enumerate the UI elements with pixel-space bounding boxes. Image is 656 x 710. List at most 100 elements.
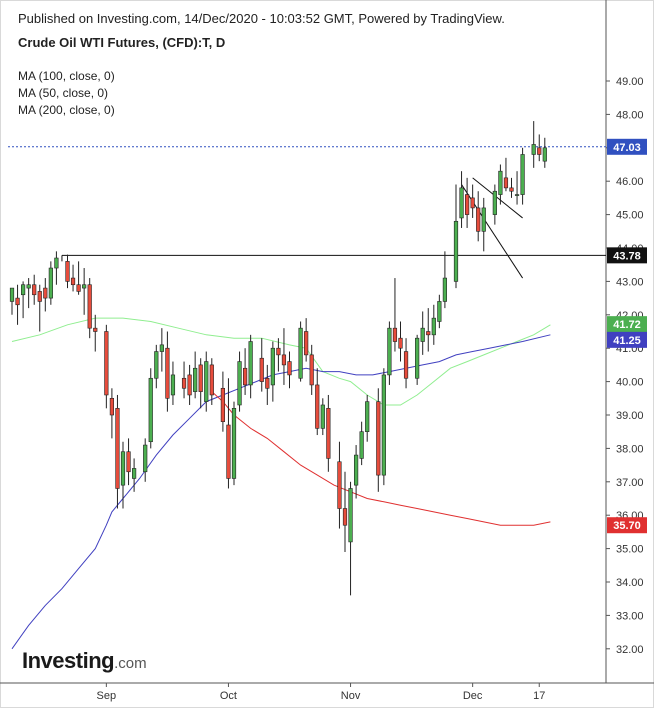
candle-body <box>464 194 470 215</box>
candle-body <box>470 197 475 209</box>
candle-body <box>365 401 370 433</box>
candle-body <box>32 284 37 296</box>
price-label-box <box>607 517 647 534</box>
y-tick-label: 33.00 <box>616 610 644 622</box>
candle-body <box>143 444 148 473</box>
x-tick-label: Nov <box>341 690 361 702</box>
candle-body <box>193 367 198 392</box>
candle-body <box>542 147 547 162</box>
candle-body <box>115 408 120 489</box>
candle-body <box>87 284 92 329</box>
candle-body <box>37 291 42 302</box>
candle-body <box>132 468 137 479</box>
candle-body <box>20 284 26 296</box>
candle-body <box>415 337 420 379</box>
candle-body <box>148 377 153 443</box>
candle-body <box>226 424 231 479</box>
candle-body <box>270 347 275 386</box>
candle-body <box>326 408 331 459</box>
candle-body <box>315 384 320 429</box>
candle-body <box>259 357 264 382</box>
price-label-text: 41.72 <box>613 319 641 331</box>
candle-body <box>93 327 98 332</box>
y-tick-label: 40.00 <box>616 377 644 389</box>
ma100-line <box>11 334 551 650</box>
price-label-text: 35.70 <box>613 520 641 532</box>
candle-body <box>70 277 76 286</box>
candle-body <box>392 327 398 342</box>
legend-ma50[interactable]: MA (50, close, 0) <box>18 86 109 100</box>
candle-body <box>442 277 448 302</box>
ma200-line <box>211 391 551 526</box>
candle-body <box>76 284 81 292</box>
candle-body <box>15 297 20 306</box>
y-tick-label: 45.00 <box>616 210 644 222</box>
candle-body <box>320 404 325 429</box>
logo-suffix: .com <box>114 655 147 672</box>
candle-body <box>453 220 459 282</box>
candle-body <box>426 331 431 336</box>
investing-logo: Investing.com <box>22 648 147 674</box>
candle-body <box>503 177 509 189</box>
candle-body <box>337 461 342 509</box>
candle-body <box>492 190 497 215</box>
candle-body <box>287 361 292 376</box>
candle-body <box>437 301 442 322</box>
candle-body <box>165 347 170 399</box>
price-label-text: 41.25 <box>613 335 641 347</box>
y-tick-label: 49.00 <box>616 76 644 88</box>
candle-body <box>498 170 503 195</box>
candle-body <box>120 451 126 486</box>
candle-body <box>276 347 281 356</box>
candle-body <box>431 317 436 336</box>
candle-body <box>376 401 381 476</box>
price-label-text: 47.03 <box>613 142 641 154</box>
candle-body <box>170 374 176 396</box>
y-tick-label: 35.00 <box>616 544 644 556</box>
candle-body <box>54 257 59 269</box>
candle-body <box>298 327 303 379</box>
legend-ma200[interactable]: MA (200, close, 0) <box>18 103 115 117</box>
candle-body <box>342 508 348 526</box>
published-note: Published on Investing.com, 14/Dec/2020 … <box>18 11 505 26</box>
candle-body <box>220 387 226 422</box>
x-tick-label: Sep <box>97 690 117 702</box>
candle-body <box>154 351 159 379</box>
candle-body <box>520 154 525 195</box>
candle-body <box>420 327 425 342</box>
candle-body <box>181 377 187 389</box>
candle-body <box>476 207 481 232</box>
candle-body <box>509 187 514 192</box>
candle-body <box>265 377 270 389</box>
candle-body <box>304 331 309 356</box>
candle-body <box>159 344 164 352</box>
candle-body <box>209 364 214 396</box>
candle-body <box>237 361 242 406</box>
candle-body <box>126 451 131 473</box>
candle-body <box>381 374 386 476</box>
candle-body <box>531 144 536 155</box>
candle-body <box>231 408 237 479</box>
candle-body <box>359 431 364 459</box>
legend-ma100[interactable]: MA (100, close, 0) <box>18 69 115 83</box>
price-label-text: 43.78 <box>613 250 641 262</box>
y-tick-label: 38.00 <box>616 443 644 455</box>
candle-body <box>9 287 15 302</box>
price-label-box <box>607 316 647 333</box>
y-tick-label: 39.00 <box>616 410 644 422</box>
candle-body <box>398 337 403 349</box>
y-tick-label: 32.00 <box>616 644 644 656</box>
x-tick-label: Oct <box>220 690 237 702</box>
x-tick-label: Dec <box>463 690 483 702</box>
candle-body <box>26 284 31 289</box>
candle-body <box>309 354 314 386</box>
candle-body <box>187 374 192 396</box>
candle-body <box>514 194 520 196</box>
candle-body <box>243 367 248 386</box>
indicator-legend: MA (100, close, 0) MA (50, close, 0) MA … <box>18 68 115 119</box>
y-tick-label: 37.00 <box>616 477 644 489</box>
x-tick-label: 17 <box>533 690 545 702</box>
logo-text: Investing <box>22 648 115 673</box>
